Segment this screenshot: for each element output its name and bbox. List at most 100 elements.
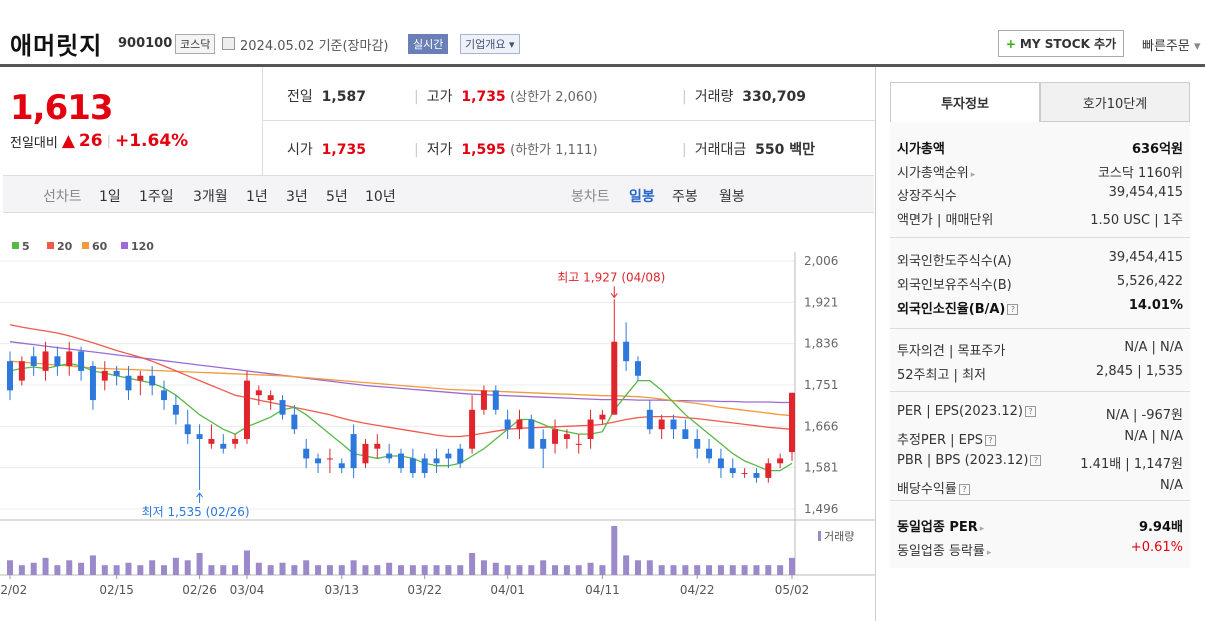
info-value: 1.41배 | 1,147원 [1080, 457, 1183, 472]
candle-body [445, 453, 452, 459]
candle-body [30, 356, 37, 367]
info-row[interactable]: 외국인소진율(B/A)? 14.01% [897, 298, 1183, 317]
info-value: 2,845 | 1,535 [1095, 364, 1183, 379]
market-badge: 코스닥 [175, 34, 216, 54]
info-key: 동일업종 PER [897, 520, 978, 535]
info-value: 39,454,415 [1108, 250, 1183, 265]
volume-bar [611, 526, 618, 575]
info-key: 52주최고 | 최저 [897, 368, 986, 383]
period-1d[interactable]: 1일 [99, 189, 121, 205]
legend-swatch [121, 242, 128, 249]
volume-bar [480, 560, 487, 575]
tab-invest-info[interactable]: 투자정보 [890, 82, 1040, 122]
info-row[interactable]: PBR | BPS (2023.12)? 1.41배 | 1,147원 [897, 453, 1183, 472]
change-rate: +1.64% [114, 131, 189, 151]
info-row[interactable]: 동일업종 PER ▸ 9.94배 [897, 516, 1183, 535]
volume-bar [516, 565, 523, 575]
volume-bar [232, 565, 239, 575]
volume-bar [149, 560, 156, 575]
volume-bar [172, 557, 179, 575]
period-5y[interactable]: 5년 [326, 189, 348, 205]
info-row[interactable]: 추정PER | EPS? N/A | N/A [897, 429, 1183, 448]
volume-bar [599, 565, 606, 575]
candle-body [682, 429, 689, 439]
info-row: 외국인보유주식수(B) 5,526,422 [897, 274, 1183, 293]
ma120-line [9, 341, 792, 404]
period-3y[interactable]: 3년 [286, 189, 308, 205]
help-icon[interactable]: ? [984, 434, 996, 446]
open-price: 시가 1,735 [287, 142, 366, 158]
candle-body [563, 434, 570, 439]
volume-bar [326, 565, 333, 575]
period-weekly[interactable]: 주봉 [672, 189, 698, 205]
candle-body [706, 448, 713, 459]
plus-icon: + [1005, 36, 1016, 51]
candle-body [326, 458, 333, 460]
high-arrow-head [610, 293, 618, 299]
volume-bar [445, 565, 452, 575]
low-price: | 저가 1,595 (하한가 1,111) [414, 142, 598, 158]
help-icon[interactable]: ? [1024, 406, 1036, 417]
info-value: N/A | N/A [1124, 340, 1183, 355]
info-row[interactable]: PER | EPS(2023.12)? N/A | -967원 [897, 404, 1183, 423]
candle-body [658, 419, 665, 430]
volume-bar [623, 555, 630, 575]
volume-bar [54, 565, 61, 575]
candlestick-chart[interactable]: 5 20 60 120 2,006 1,921 1,836 1,751 1,666 1,581 1,… [0, 230, 875, 615]
info-key: 외국인보유주식수(B) [897, 278, 1012, 293]
period-daily[interactable]: 일봉 [629, 189, 655, 205]
mystock-add-button[interactable]: + MY STOCK 추가 [998, 30, 1124, 57]
volume-bar [528, 565, 535, 575]
realtime-button[interactable]: 실시간 [408, 34, 449, 54]
candle-body [255, 390, 262, 396]
volume-bar [421, 565, 428, 575]
legend-label: 60 [92, 240, 108, 253]
info-row[interactable]: 시가총액순위 ▸ 코스닥 1160위 [897, 162, 1183, 181]
volume: | 거래량 330,709 [682, 89, 807, 105]
candle-body [694, 438, 701, 449]
base-date: 2024.05.02 기준(장마감) [240, 39, 389, 54]
period-1w[interactable]: 1주일 [139, 189, 174, 205]
info-value: 636억원 [1131, 142, 1183, 157]
period-10y[interactable]: 10년 [365, 189, 396, 205]
info-row: 시가총액 636억원 [897, 138, 1183, 157]
candle-body [398, 453, 404, 469]
invest-info-panel [890, 122, 1190, 568]
volume-bar [208, 565, 215, 575]
candle-body [113, 370, 120, 376]
period-monthly[interactable]: 월봉 [719, 189, 745, 205]
info-value: 코스닥 1160위 [1097, 165, 1183, 181]
quick-order-dropdown[interactable]: 빠른주문 ▾ [1142, 35, 1201, 54]
info-value: N/A [1160, 477, 1183, 493]
volume-bar [409, 565, 416, 575]
period-3m[interactable]: 3개월 [193, 189, 228, 205]
panel-divider [890, 500, 1190, 501]
volume-bar [279, 562, 286, 575]
info-row[interactable]: 배당수익률? N/A [897, 478, 1183, 497]
volume-bar [338, 565, 345, 575]
candle-body [267, 395, 274, 401]
help-icon[interactable]: ? [958, 483, 970, 495]
period-1y[interactable]: 1년 [246, 189, 268, 205]
volume-bar [137, 565, 144, 575]
info-key: 상장주식수 [897, 189, 957, 204]
info-key: 액면가 | 매매단위 [897, 212, 994, 228]
company-info-dropdown[interactable]: 기업개요 ▾ [460, 34, 520, 54]
help-icon[interactable]: ? [1007, 304, 1019, 315]
candle-body [42, 351, 49, 371]
change-amount: 26 [78, 131, 103, 151]
info-value: +0.61% [1130, 540, 1183, 555]
panel-divider [890, 328, 1190, 329]
help-icon[interactable]: ? [1030, 455, 1042, 466]
volume-bar [315, 565, 322, 575]
x-tick-label: 03/04 [230, 583, 265, 597]
candle-body [161, 390, 168, 401]
info-row: 상장주식수 39,454,415 [897, 185, 1183, 204]
volume-bar [729, 565, 736, 575]
volume-bar [670, 565, 677, 575]
volume-bar [184, 560, 191, 575]
tab-order-book[interactable]: 호가10단계 [1040, 82, 1190, 122]
ma60-line [9, 360, 793, 417]
info-row[interactable]: 동일업종 등락률 ▸ +0.61% [897, 540, 1183, 559]
info-key: 시가총액순위 [897, 165, 969, 181]
